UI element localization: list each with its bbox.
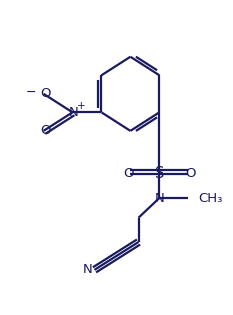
Text: O: O <box>41 87 51 100</box>
Text: O: O <box>123 167 134 180</box>
Text: N: N <box>82 263 92 276</box>
Text: O: O <box>185 167 195 180</box>
Text: −: − <box>26 85 36 99</box>
Text: N: N <box>154 192 164 204</box>
Text: S: S <box>155 166 164 181</box>
Text: +: + <box>77 101 86 111</box>
Text: CH₃: CH₃ <box>199 192 223 204</box>
Text: O: O <box>41 124 51 137</box>
Text: N: N <box>69 106 79 119</box>
